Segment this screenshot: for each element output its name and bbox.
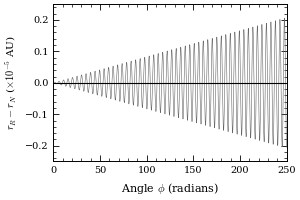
Y-axis label: $r_R - r_N$ ($\times 10^{-5}$ AU): $r_R - r_N$ ($\times 10^{-5}$ AU) [4, 35, 19, 130]
X-axis label: Angle $\phi$ (radians): Angle $\phi$ (radians) [121, 181, 219, 196]
